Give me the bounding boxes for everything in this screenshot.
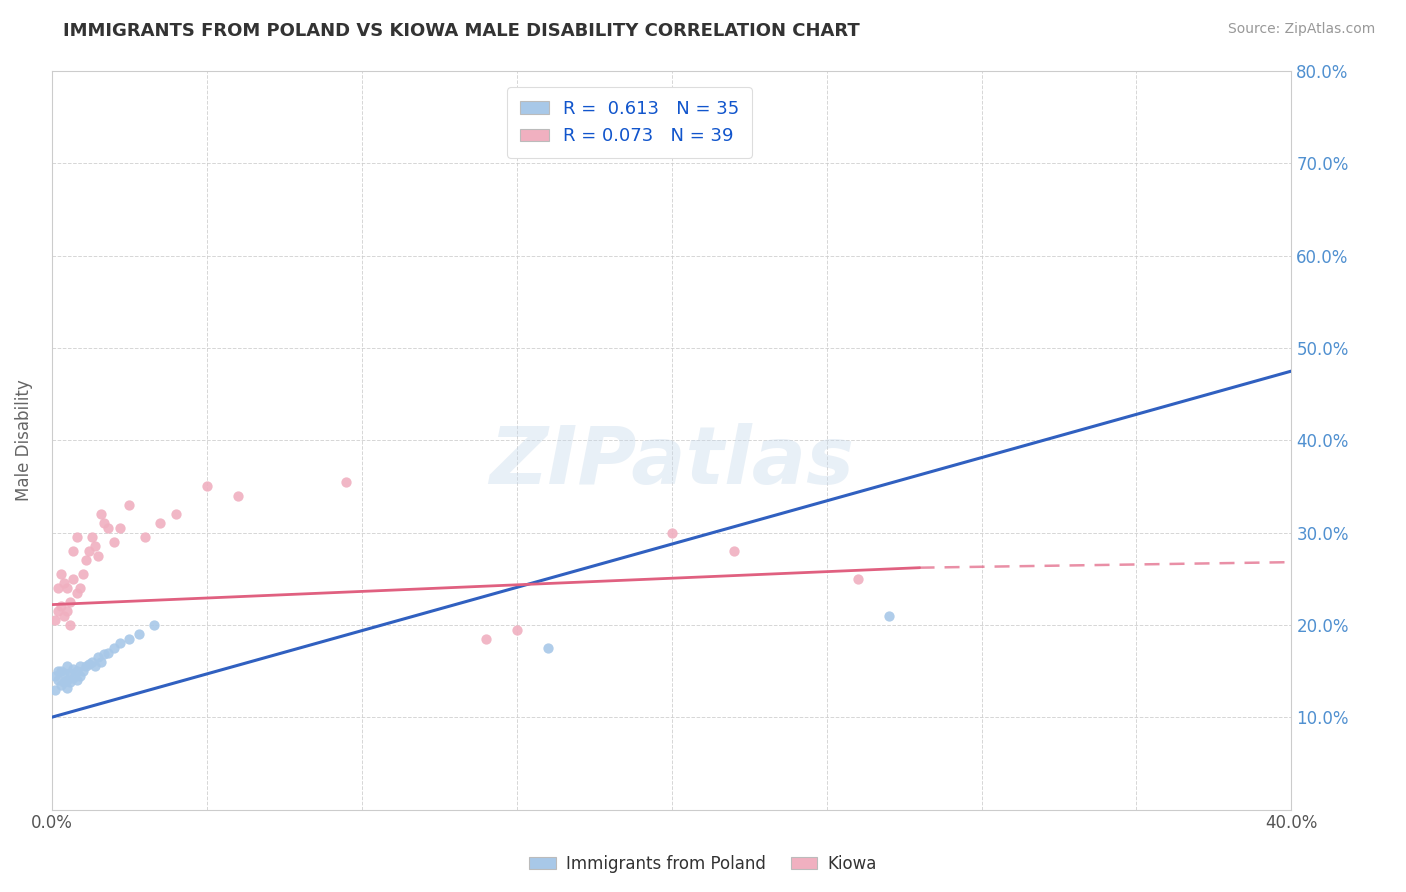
Point [846, 572, 869, 586]
Point [128, 627, 150, 641]
Point [77, 657, 100, 671]
Point [46, 604, 69, 618]
Point [53, 576, 76, 591]
Point [149, 516, 172, 531]
Point [56, 581, 79, 595]
Point [65, 530, 87, 544]
Point [56, 604, 79, 618]
Point [335, 475, 357, 489]
Point [118, 632, 141, 646]
Point [62, 662, 84, 676]
Point [72, 567, 94, 582]
Point [44, 613, 66, 627]
Point [134, 530, 156, 544]
Point [69, 668, 91, 682]
Point [46, 673, 69, 688]
Point [723, 544, 745, 558]
Point [84, 540, 107, 554]
Point [90, 655, 112, 669]
Point [84, 659, 107, 673]
Point [103, 534, 125, 549]
Point [108, 521, 131, 535]
Point [474, 632, 496, 646]
Point [56, 673, 79, 688]
Point [44, 668, 66, 682]
Point [661, 525, 683, 540]
Point [65, 664, 87, 678]
Point [93, 516, 115, 531]
Point [87, 549, 110, 563]
Point [80, 530, 103, 544]
Point [49, 678, 72, 692]
Point [46, 581, 69, 595]
Legend: R =  0.613   N = 35, R = 0.073   N = 39: R = 0.613 N = 35, R = 0.073 N = 39 [508, 87, 752, 158]
Point [69, 581, 91, 595]
Point [103, 640, 125, 655]
Point [96, 646, 118, 660]
Point [69, 659, 91, 673]
Point [72, 664, 94, 678]
Point [59, 618, 82, 632]
Point [118, 498, 141, 512]
Point [536, 640, 558, 655]
Point [80, 655, 103, 669]
Point [65, 673, 87, 688]
Point [53, 665, 76, 680]
Point [90, 507, 112, 521]
Point [59, 675, 82, 690]
Point [53, 608, 76, 623]
Point [49, 664, 72, 678]
Point [62, 544, 84, 558]
Point [108, 636, 131, 650]
Point [65, 585, 87, 599]
Legend: Immigrants from Poland, Kiowa: Immigrants from Poland, Kiowa [523, 848, 883, 880]
Point [75, 659, 97, 673]
Point [877, 608, 900, 623]
Point [62, 572, 84, 586]
Point [56, 681, 79, 695]
Point [49, 599, 72, 614]
Point [226, 489, 249, 503]
Point [143, 618, 166, 632]
Point [46, 664, 69, 678]
Point [59, 665, 82, 680]
Text: IMMIGRANTS FROM POLAND VS KIOWA MALE DISABILITY CORRELATION CHART: IMMIGRANTS FROM POLAND VS KIOWA MALE DIS… [63, 22, 860, 40]
Text: ZIPatlas: ZIPatlas [489, 424, 853, 501]
Point [44, 682, 66, 697]
Point [53, 675, 76, 690]
Y-axis label: Male Disability: Male Disability [15, 379, 32, 501]
Point [165, 507, 187, 521]
Point [75, 553, 97, 567]
Point [77, 544, 100, 558]
Point [93, 648, 115, 662]
Point [56, 659, 79, 673]
Point [505, 623, 527, 637]
Text: Source: ZipAtlas.com: Source: ZipAtlas.com [1227, 22, 1375, 37]
Point [195, 479, 218, 493]
Point [96, 521, 118, 535]
Point [59, 595, 82, 609]
Point [49, 567, 72, 582]
Point [87, 650, 110, 665]
Point [62, 672, 84, 686]
